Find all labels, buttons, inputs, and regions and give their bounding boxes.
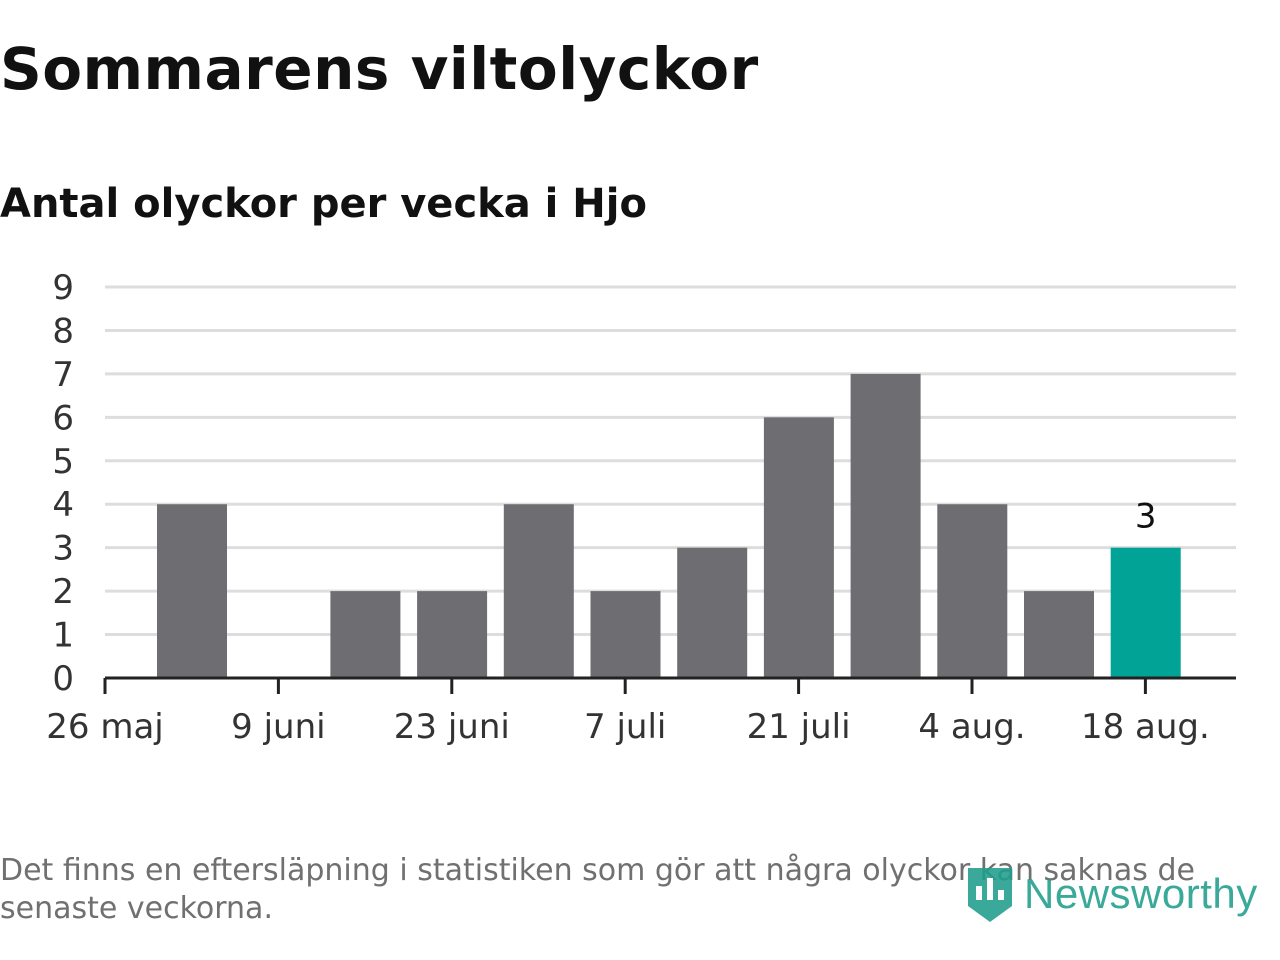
y-tick-label: 4 <box>52 485 74 525</box>
bar <box>937 504 1008 678</box>
y-tick-label: 8 <box>52 311 74 351</box>
x-tick-label: 4 aug. <box>918 707 1025 747</box>
bar <box>330 591 401 678</box>
newsworthy-logo: Newsworthy <box>964 862 1258 926</box>
bar-labels: 3 <box>1135 497 1157 537</box>
x-axis: 26 maj 9 juni 23 juni 7 juli 21 juli 4 aug. 18… <box>46 676 1236 747</box>
x-tick-label: 26 maj <box>46 707 163 747</box>
x-tick-label: 23 juni <box>394 707 510 747</box>
bars <box>157 373 1181 678</box>
bar <box>677 547 748 678</box>
bar <box>157 504 227 678</box>
bar <box>850 373 921 678</box>
bar-highlighted <box>1110 547 1181 678</box>
chart-subtitle: Antal olyckor per vecka i Hjo <box>0 181 647 227</box>
y-tick-label: 0 <box>52 659 74 699</box>
y-tick-label: 3 <box>52 529 74 569</box>
y-tick-label: 9 <box>52 268 74 308</box>
y-tick-label: 1 <box>52 616 74 656</box>
x-tick-label: 18 aug. <box>1081 707 1210 747</box>
newsworthy-logo-icon <box>968 868 1012 922</box>
x-tick-label: 9 juni <box>231 707 325 747</box>
y-tick-label: 7 <box>52 355 74 395</box>
chart-title: Sommarens viltolyckor <box>0 35 759 103</box>
y-tick-label: 6 <box>52 398 74 438</box>
y-tick-label: 2 <box>52 572 74 612</box>
grid-lines <box>105 285 1236 637</box>
bar <box>503 504 574 678</box>
bar <box>417 591 488 678</box>
x-tick-label: 7 juli <box>584 707 666 747</box>
bar <box>763 417 834 678</box>
bar-value-label: 3 <box>1135 497 1157 537</box>
bar <box>590 591 661 678</box>
x-tick-label: 21 juli <box>747 707 851 747</box>
y-tick-label: 5 <box>52 442 74 482</box>
bar <box>1024 591 1094 678</box>
logo-text: Newsworthy <box>1024 870 1258 917</box>
